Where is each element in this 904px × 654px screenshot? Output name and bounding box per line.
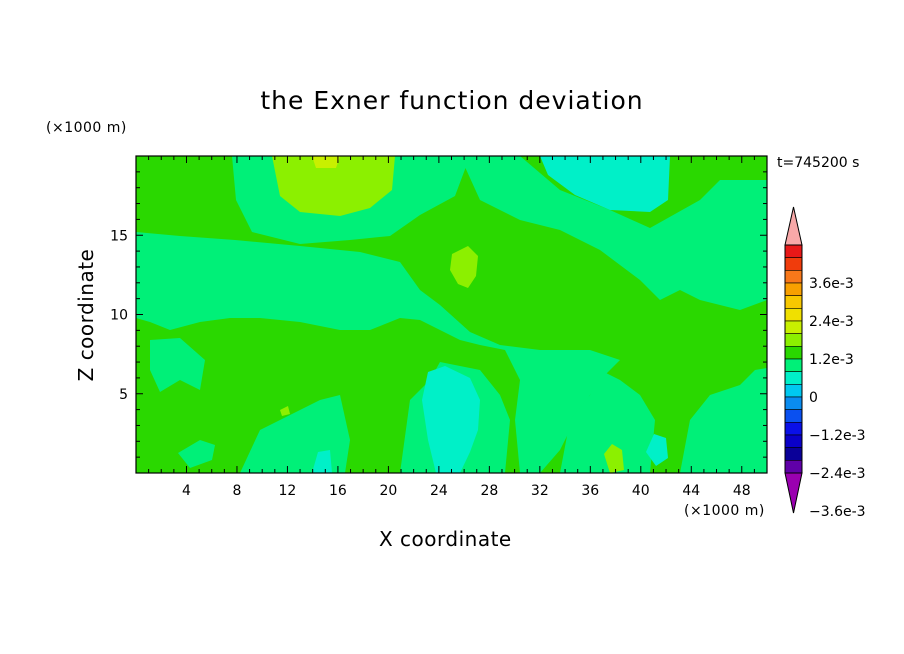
- time-label: t=745200 s: [777, 155, 860, 171]
- colorbar: 3.6e-3 2.4e-3 1.2e-3 0 −1.2e-3 −2.4e-3 −3.6e-3: [784, 206, 866, 520]
- colorbar-swatch: [784, 346, 803, 360]
- contour-band-slight-positive: [604, 444, 624, 473]
- colorbar-label: 2.4e-3: [809, 314, 854, 330]
- colorbar-label: −1.2e-3: [809, 428, 866, 444]
- y-tick-label: 15: [110, 228, 128, 244]
- colorbar-swatch: [784, 270, 803, 284]
- x-tick-label: 4: [182, 483, 191, 499]
- colorbar-swatch: [784, 447, 803, 461]
- colorbar-swatch: [784, 384, 803, 398]
- contour-band-positive: [312, 156, 340, 168]
- contour-band-negative: [422, 366, 480, 473]
- x-tick-label: 32: [531, 483, 549, 499]
- z-axis-unit-label: (×1000 m): [46, 120, 127, 136]
- colorbar-swatch: [784, 396, 803, 410]
- contour-band-slight-positive: [272, 156, 395, 216]
- x-tick-label: 8: [232, 483, 241, 499]
- colorbar-extend-min: [784, 472, 803, 514]
- contour-band-slight-negative: [560, 370, 655, 473]
- colorbar-swatch: [784, 308, 803, 322]
- contour-band-slight-negative: [136, 232, 620, 473]
- x-tick-label: 20: [379, 483, 397, 499]
- colorbar-label: 3.6e-3: [809, 276, 854, 292]
- contour-band-negative: [646, 434, 668, 466]
- colorbar-label: −2.4e-3: [809, 466, 866, 482]
- contour-band-negative: [312, 450, 332, 473]
- x-tick-label: 36: [581, 483, 599, 499]
- colorbar-label: 0: [809, 390, 818, 406]
- y-tick-label: 10: [110, 308, 128, 324]
- x-tick-label: 48: [733, 483, 751, 499]
- colorbar-label: −3.6e-3: [809, 504, 866, 520]
- x-tick-label: 24: [430, 483, 448, 499]
- contour-band-slight-negative: [460, 156, 767, 310]
- colorbar-swatch: [784, 257, 803, 271]
- colorbar-swatch: [784, 244, 803, 258]
- colorbar-swatch: [784, 320, 803, 334]
- contour-band-negative: [540, 156, 670, 212]
- x-tick-label: 40: [632, 483, 650, 499]
- x-tick-label: 16: [329, 483, 347, 499]
- colorbar-label: 1.2e-3: [809, 352, 854, 368]
- colorbar-swatch: [784, 422, 803, 436]
- colorbar-swatch: [784, 333, 803, 347]
- x-axis: 4 8 12 16 20 24 28 32 36 40 44 48: [148, 156, 755, 499]
- contour-band-slight-negative: [178, 440, 215, 468]
- x-tick-label: 44: [682, 483, 700, 499]
- colorbar-swatch: [784, 460, 803, 474]
- x-axis-unit-label: (×1000 m): [684, 503, 765, 519]
- contour-band-slight-positive: [450, 246, 478, 288]
- x-axis-label: X coordinate: [379, 527, 512, 551]
- y-tick-label: 5: [119, 387, 128, 403]
- y-axis: 5 10 15: [110, 171, 767, 458]
- contour-field: [136, 156, 767, 473]
- x-tick-label: 12: [279, 483, 297, 499]
- contour-band-slight-negative: [680, 368, 767, 473]
- colorbar-swatch: [784, 282, 803, 296]
- colorbar-frame: [784, 244, 803, 474]
- colorbar-extend-max: [784, 206, 803, 246]
- chart-title: the Exner function deviation: [260, 86, 644, 115]
- contour-band-slight-negative: [150, 338, 205, 392]
- x-tick-label: 28: [480, 483, 498, 499]
- colorbar-swatch: [784, 371, 803, 385]
- colorbar-swatch: [784, 358, 803, 372]
- contour-band-slight-positive: [280, 406, 290, 416]
- colorbar-swatch: [784, 409, 803, 423]
- colorbar-swatch: [784, 295, 803, 309]
- colorbar-swatch: [784, 434, 803, 448]
